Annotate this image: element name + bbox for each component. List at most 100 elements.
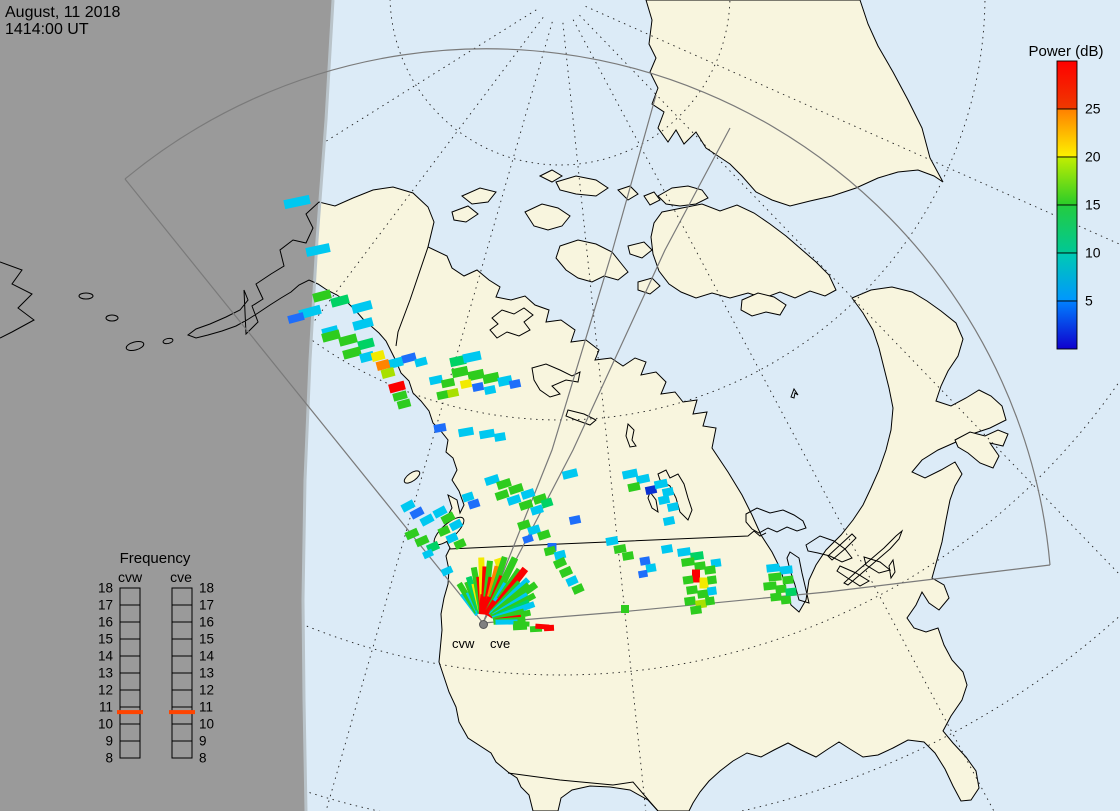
scatter-cell — [440, 377, 456, 389]
night-terminator-shading — [0, 0, 333, 811]
lake-michigan — [786, 551, 810, 604]
small-lake-quebec — [790, 387, 799, 399]
scatter-cell — [568, 514, 582, 526]
frequency-tick-label: 13 — [98, 666, 113, 681]
scatter-cell — [530, 504, 544, 516]
scatter-cell — [621, 468, 639, 480]
great-slave-lake — [531, 363, 581, 398]
frequency-column-label-cvw: cvw — [118, 569, 143, 585]
frequency-tick-label: 8 — [105, 751, 113, 766]
graticule-parallel — [134, 0, 986, 421]
scatter-cell — [497, 375, 513, 387]
frequency-column-label-cve: cve — [170, 569, 192, 585]
scatter-cell — [520, 488, 536, 500]
colorbar-segment — [1056, 156, 1078, 206]
colorbar-tick-label: 5 — [1085, 293, 1093, 309]
frequency-tick-label: 18 — [199, 581, 214, 596]
scatter-cell — [537, 529, 551, 541]
colorbar-tick-label: 10 — [1085, 245, 1101, 261]
scatter-cell — [388, 380, 406, 394]
scatter-cell — [768, 572, 782, 582]
radar-ray-cell — [483, 560, 493, 597]
scatter-cell — [386, 356, 404, 370]
scatter-cell — [637, 569, 649, 579]
frequency-tick-label: 8 — [199, 751, 207, 766]
us-mexico-border — [507, 772, 659, 811]
time-text: 1414:00 UT — [5, 21, 89, 38]
reindeer-lake — [625, 422, 637, 448]
scatter-cell — [704, 596, 716, 606]
scatter-cell — [780, 595, 792, 605]
scatter-cell — [483, 384, 497, 396]
scatter-cell — [621, 551, 635, 561]
scatter-cell — [457, 426, 475, 438]
scatter-cell — [785, 587, 797, 597]
frequency-legend: Frequency cvw cve 18 17 16 15 14 13 12 11 10 9 8 18… — [98, 550, 215, 766]
fov-left-edge — [124, 178, 484, 624]
scatter-cell — [448, 518, 464, 532]
radar-ray-cell — [495, 619, 518, 625]
alaska-yukon-border — [395, 246, 429, 347]
frequency-tick-label: 10 — [199, 717, 214, 732]
scatter-cell — [613, 544, 627, 554]
scatter-cell — [661, 486, 675, 498]
frequency-tick-label: 10 — [98, 717, 113, 732]
scatter-cell — [527, 524, 541, 536]
lake-winnipegosis — [647, 490, 659, 514]
scatter-cell — [432, 505, 448, 519]
scatter-cell — [298, 304, 322, 320]
radar-label-cve: cve — [490, 636, 510, 651]
scatter-cell — [635, 473, 651, 485]
colorbar-tick-label: 15 — [1085, 197, 1101, 213]
scatter-cell — [677, 547, 691, 557]
scatter-cell — [351, 300, 373, 314]
power-legend-title: Power (dB) — [1028, 43, 1103, 60]
colorbar-segment — [1056, 252, 1078, 302]
scatter-cell — [404, 527, 420, 541]
frequency-tick-label: 12 — [98, 683, 113, 698]
graticule-meridian — [562, 22, 647, 811]
scatter-cell — [482, 371, 500, 385]
scatter-cell — [681, 557, 695, 567]
scatter-cell — [471, 381, 485, 393]
us-canada-border — [448, 530, 767, 550]
scatter-cell — [352, 317, 374, 331]
lake-athabasca — [565, 409, 597, 426]
date-text: August, 11 2018 — [5, 4, 120, 21]
colorbar-tick-label: 25 — [1085, 101, 1101, 117]
scatter-cell — [710, 558, 722, 568]
scatter-cell — [462, 350, 482, 364]
scatter-cell — [565, 575, 579, 587]
scatter-cell — [621, 605, 629, 613]
scatter-cell — [508, 378, 522, 390]
scatter-cell — [312, 289, 332, 303]
scatter-cell — [645, 563, 657, 573]
scatter-cell — [401, 352, 417, 364]
colorbar-tick-label: 20 — [1085, 149, 1101, 165]
scatter-cell — [283, 194, 311, 210]
scatter-cell — [627, 481, 641, 493]
near-radar-backscatter-rays — [456, 555, 550, 630]
scatter-cell — [552, 556, 568, 570]
frequency-tick-label: 14 — [98, 649, 114, 664]
frequency-marker — [169, 710, 195, 715]
scatter-cell — [571, 583, 585, 595]
scatter-cell — [493, 432, 507, 442]
scatter-cell — [440, 511, 456, 525]
scatter-cell — [453, 538, 467, 550]
lake-winnipeg — [657, 469, 693, 521]
scatter-cell — [305, 243, 331, 257]
scatter-cell — [558, 565, 574, 579]
scatter-cell — [540, 497, 554, 509]
scatter-cell — [703, 565, 717, 575]
scatter-cell — [494, 489, 510, 501]
frequency-tick-label: 15 — [199, 632, 214, 647]
scatter-cell — [428, 374, 444, 386]
scatter-cell — [370, 349, 386, 363]
scatter-cell — [692, 569, 700, 583]
lake-huron — [805, 535, 853, 563]
scatter-cell — [414, 534, 430, 548]
scatter-cell — [689, 605, 703, 615]
scatter-cell — [451, 365, 469, 379]
colorbar-segment — [1056, 204, 1078, 254]
